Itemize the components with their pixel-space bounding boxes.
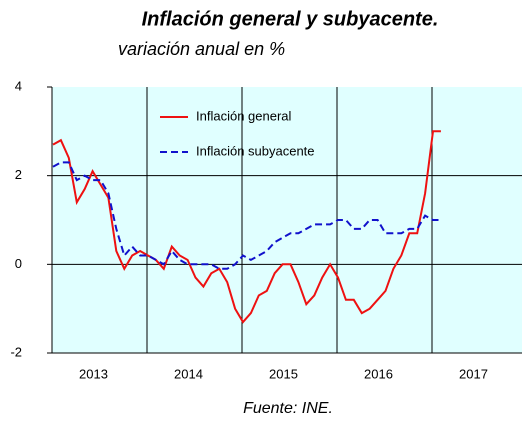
plot-area — [52, 87, 522, 353]
x-tick-label: 2013 — [79, 366, 108, 381]
legend-label: Inflación general — [196, 108, 292, 123]
x-tick-label: 2015 — [269, 366, 298, 381]
chart-title: Inflación general y subyacente. — [142, 8, 439, 30]
series-line — [52, 161, 441, 270]
source-note: Fuente: INE. — [243, 400, 333, 417]
series-line — [52, 130, 441, 324]
y-tick-label: -2 — [10, 344, 22, 359]
y-tick-label: 0 — [15, 256, 22, 271]
x-tick-label: 2014 — [174, 366, 203, 381]
y-tick-label: 2 — [15, 167, 22, 182]
legend-label: Inflación subyacente — [196, 143, 315, 158]
chart-subtitle: variación anual en % — [118, 39, 285, 59]
x-tick-label: 2016 — [364, 366, 393, 381]
x-tick-label: 2017 — [459, 366, 488, 381]
y-tick-label: 4 — [15, 78, 22, 93]
